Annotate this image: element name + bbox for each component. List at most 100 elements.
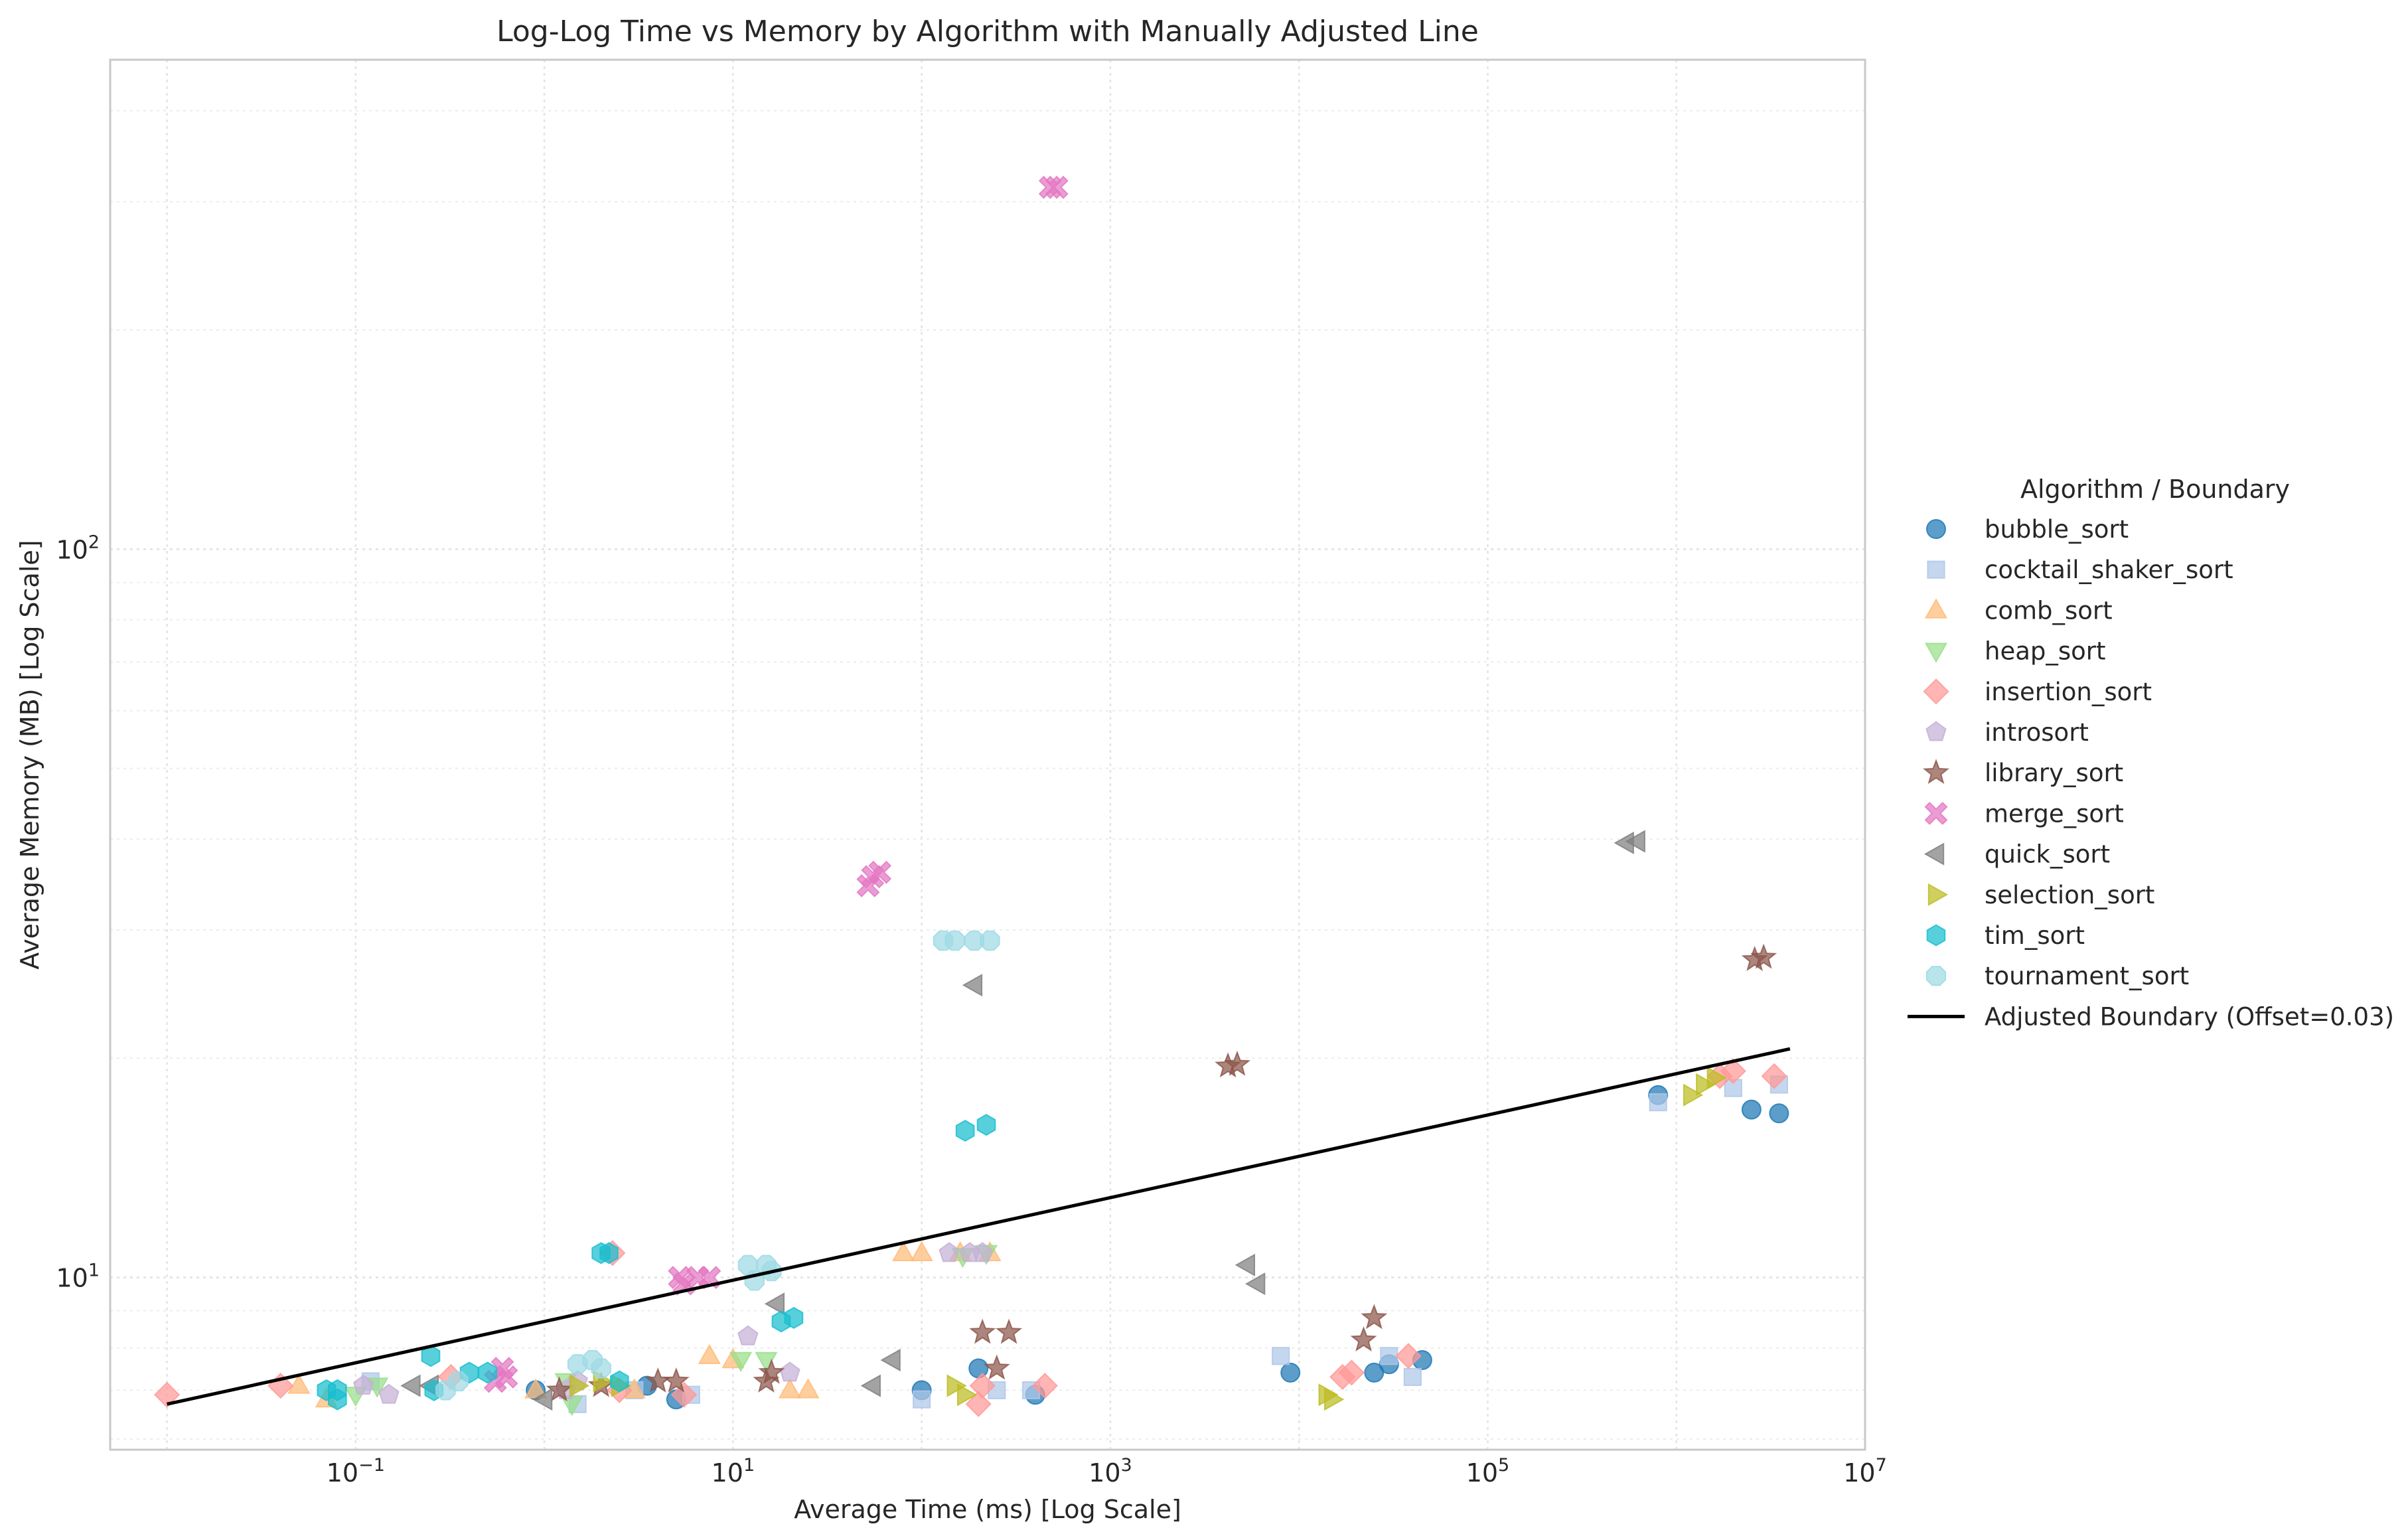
series-tim_sort (317, 1114, 996, 1411)
series-merge_sort (483, 175, 1069, 1393)
data-point (569, 1374, 590, 1397)
boundary-line-group (167, 1047, 1791, 1406)
legend-marker (1923, 759, 1949, 785)
legend-marker (1925, 966, 1947, 986)
boundary-line (167, 1047, 1791, 1406)
data-point (1769, 1103, 1789, 1124)
data-point (494, 1365, 518, 1389)
data-point (980, 930, 1000, 951)
plot-border (109, 58, 1866, 1451)
data-point (609, 1370, 629, 1393)
data-point (910, 1241, 933, 1261)
data-point (1280, 1362, 1301, 1383)
data-point (546, 1376, 573, 1402)
x-axis-ticks: 10−1 101 103 105 107 (327, 1455, 1887, 1488)
legend-title: Algorithm / Boundary (2020, 475, 2290, 504)
data-point (946, 1374, 967, 1397)
data-point (778, 1378, 802, 1399)
legend-marker (1925, 721, 1947, 741)
x-tick-label: 10−1 (327, 1455, 385, 1488)
legend-marker (1926, 519, 1946, 539)
data-point (944, 930, 965, 951)
legend-label: tournament_sort (1985, 962, 2189, 990)
data-point (737, 1325, 759, 1345)
legend-label: introsort (1985, 718, 2089, 747)
data-point (328, 1388, 347, 1411)
data-point (939, 1242, 960, 1263)
data-point (796, 1378, 820, 1399)
data-point (996, 1318, 1023, 1344)
data-point (1364, 1362, 1385, 1383)
data-point (969, 1372, 996, 1399)
gridlines (110, 60, 1866, 1450)
data-point (1045, 175, 1069, 199)
legend-label: tim_sort (1985, 921, 2085, 950)
plot-area (110, 60, 1865, 1450)
legend-label: Adjusted Boundary (Offset=0.03) (1985, 1002, 2394, 1031)
legend-marker (1924, 801, 1948, 825)
data-point (1324, 1388, 1345, 1411)
y-tick-label: 102 (56, 532, 100, 564)
data-point (378, 1383, 400, 1404)
data-point (1683, 1083, 1704, 1107)
data-point (976, 1114, 996, 1136)
data-point (913, 1390, 931, 1409)
data-point (860, 1374, 881, 1397)
data-point (1244, 1272, 1266, 1296)
legend-label: cocktail_shaker_sort (1985, 556, 2233, 584)
data-point (1350, 1326, 1377, 1351)
x-tick-label: 101 (712, 1455, 755, 1488)
legend-label: quick_sort (1985, 840, 2110, 869)
series-tournament_sort (435, 930, 1000, 1401)
data-point (1724, 1079, 1742, 1097)
x-tick-label: 107 (1843, 1455, 1887, 1488)
x-tick-label: 105 (1466, 1455, 1510, 1488)
chart-title: Log-Log Time vs Memory by Algorithm with… (496, 15, 1479, 48)
legend-label: selection_sort (1985, 881, 2154, 909)
legend-marker (1923, 842, 1945, 866)
data-point (1761, 1063, 1787, 1089)
data-point (478, 1361, 497, 1384)
data-point (983, 1354, 1010, 1380)
data-point (599, 1242, 619, 1265)
legend-label: library_sort (1985, 759, 2123, 787)
data-points (153, 175, 1789, 1417)
data-point (729, 1351, 753, 1373)
data-point (1741, 1099, 1762, 1120)
data-point (287, 1373, 311, 1394)
legend-marker (1924, 598, 1948, 619)
legend-label: bubble_sort (1985, 515, 2129, 544)
x-tick-label: 103 (1089, 1455, 1132, 1488)
legend: Algorithm / Boundary bubble_sort cocktail… (1908, 475, 2394, 1031)
data-point (1625, 830, 1645, 853)
data-point (957, 1383, 978, 1407)
series-selection_sort (569, 1066, 1727, 1411)
data-point (1720, 1057, 1746, 1085)
data-point (784, 1306, 804, 1329)
data-point (972, 1242, 994, 1263)
data-point (698, 1343, 721, 1364)
data-point (1031, 1372, 1058, 1399)
data-point (1395, 1343, 1422, 1369)
legend-marker (1926, 924, 1946, 947)
data-point (1403, 1367, 1422, 1387)
data-point (880, 1348, 901, 1372)
data-point (591, 1358, 611, 1379)
data-point (448, 1371, 469, 1392)
legend-marker (1927, 883, 1949, 906)
y-axis-ticks: 101 102 (56, 532, 100, 1292)
data-point (965, 1391, 992, 1417)
data-point (1696, 1073, 1716, 1097)
data-point (955, 1119, 975, 1142)
legend-label: merge_sort (1985, 799, 2124, 828)
x-axis-label: Average Time (ms) [Log Scale] (794, 1495, 1181, 1524)
legend-marker (1927, 560, 1945, 579)
data-point (1361, 1304, 1388, 1330)
data-point (421, 1345, 441, 1367)
data-point (868, 860, 892, 884)
data-point (891, 1241, 915, 1261)
data-point (1272, 1347, 1290, 1365)
data-point (758, 1358, 785, 1384)
data-point (1750, 943, 1777, 969)
